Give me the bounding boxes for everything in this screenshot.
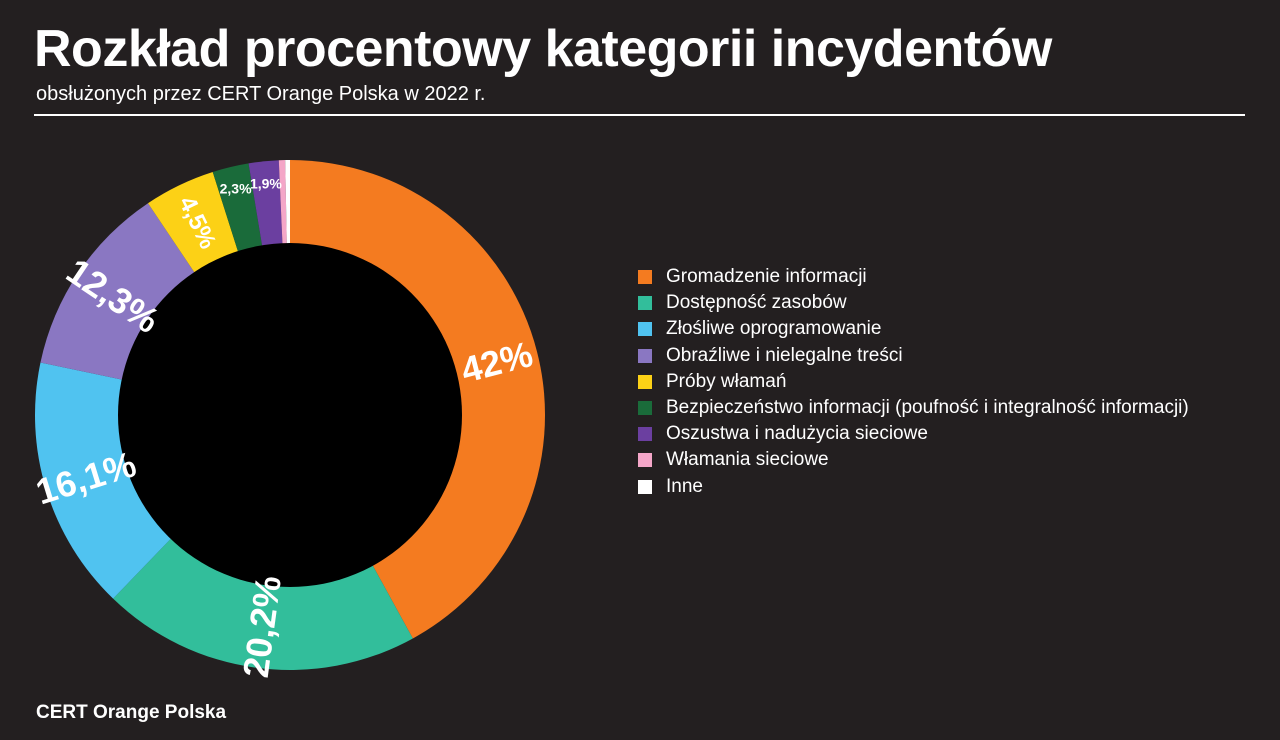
- legend-item-8: Inne: [638, 474, 1189, 500]
- legend-swatch-8: [638, 479, 652, 494]
- legend-swatch-6: [638, 427, 652, 442]
- legend-item-4: Próby włamań: [638, 369, 1189, 395]
- legend-item-1: Dostępność zasobów: [638, 290, 1189, 316]
- source-label: CERT Orange Polska: [36, 702, 227, 723]
- chart-legend: Gromadzenie informacji Dostępność zasobów…: [638, 264, 1189, 500]
- legend-item-7: Włamania sieciowe: [638, 447, 1189, 473]
- donut-hole: [118, 243, 462, 587]
- legend-label-3: Obraźliwe i nielegalne treści: [666, 344, 903, 366]
- legend-swatch-0: [638, 270, 652, 285]
- legend-swatch-2: [638, 322, 652, 337]
- legend-label-6: Oszustwa i nadużycia sieciowe: [666, 423, 928, 445]
- slice-label-6: 1,9%: [250, 175, 282, 191]
- legend-item-3: Obraźliwe i nielegalne treści: [638, 343, 1189, 369]
- legend-label-0: Gromadzenie informacji: [666, 266, 867, 288]
- legend-label-1: Dostępność zasobów: [666, 292, 847, 314]
- legend-label-5: Bezpieczeństwo informacji (poufność i in…: [666, 397, 1189, 419]
- legend-label-2: Złośliwe oprogramowanie: [666, 318, 882, 340]
- legend-item-2: Złośliwe oprogramowanie: [638, 316, 1189, 342]
- legend-label-4: Próby włamań: [666, 370, 787, 392]
- chart-title: Rozkład procentowy kategorii incydentów: [34, 20, 1052, 78]
- legend-label-8: Inne: [666, 475, 703, 497]
- donut-chart: 42%20,2%16,1%12,3%4,5%2,3%1,9%: [31, 160, 546, 680]
- legend-swatch-3: [638, 348, 652, 363]
- legend-swatch-5: [638, 401, 652, 416]
- slice-label-5: 2,3%: [220, 180, 252, 196]
- legend-swatch-7: [638, 453, 652, 468]
- legend-swatch-4: [638, 374, 652, 389]
- legend-swatch-1: [638, 296, 652, 311]
- title-divider: [34, 114, 1245, 116]
- legend-item-0: Gromadzenie informacji: [638, 264, 1189, 290]
- legend-item-5: Bezpieczeństwo informacji (poufność i in…: [638, 395, 1189, 421]
- legend-label-7: Włamania sieciowe: [666, 449, 829, 471]
- chart-subtitle: obsłużonych przez CERT Orange Polska w 2…: [36, 83, 486, 105]
- legend-item-6: Oszustwa i nadużycia sieciowe: [638, 421, 1189, 447]
